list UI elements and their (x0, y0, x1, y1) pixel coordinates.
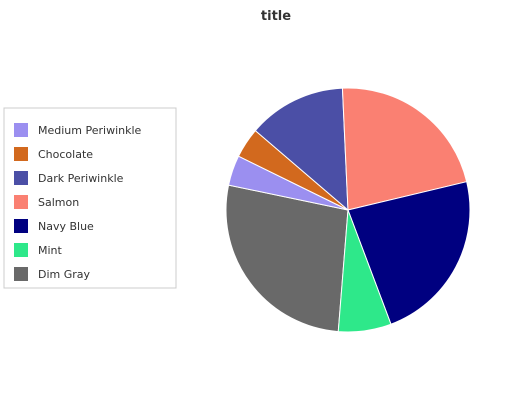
legend-label-dim-gray: Dim Gray (38, 268, 91, 281)
legend-frame (3, 107, 177, 289)
legend-swatch-chocolate (14, 147, 28, 161)
pie-slice-salmon (341, 87, 468, 211)
legend-label-dark-periwinkle: Dark Periwinkle (38, 172, 124, 185)
legend-swatch-dim-gray (14, 267, 28, 281)
pie-slice-dim-gray (225, 184, 349, 333)
pie-slices (225, 87, 471, 333)
pie-slice-dark-periwinkle (254, 87, 349, 212)
legend-swatch-salmon (14, 195, 28, 209)
legend-swatch-mint (14, 243, 28, 257)
legend-label-mint: Mint (38, 244, 63, 257)
legend-swatch-dark-periwinkle (14, 171, 28, 185)
legend-label-chocolate: Chocolate (38, 148, 93, 161)
chart-title: title (261, 9, 291, 24)
legend-swatch-navy-blue (14, 219, 28, 233)
pie-slice-navy-blue (347, 181, 471, 325)
legend-label-salmon: Salmon (38, 196, 79, 209)
legend-label-medium-periwinkle: Medium Periwinkle (38, 124, 142, 137)
legend-swatch-medium-periwinkle (14, 123, 28, 137)
legend: Medium Periwinkle Chocolate Dark Periwinkl… (3, 107, 177, 289)
legend-label-navy-blue: Navy Blue (38, 220, 94, 233)
pie-slice-mint (337, 209, 392, 333)
